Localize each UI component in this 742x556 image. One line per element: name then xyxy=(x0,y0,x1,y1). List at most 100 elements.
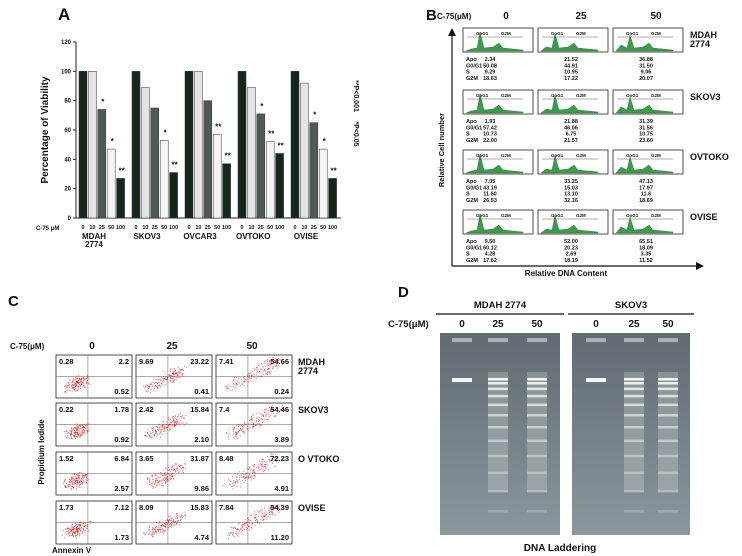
quadrant-value: 2.10 xyxy=(194,435,209,444)
dot-cloud xyxy=(225,404,285,440)
significance-mark: * xyxy=(260,102,264,111)
stat-label: G0/G1 xyxy=(466,245,482,251)
peak-label: GoG1 xyxy=(551,93,564,98)
stat-value: 11.52 xyxy=(639,258,652,264)
dot-cloud xyxy=(142,511,186,539)
stat-label: G2M xyxy=(466,198,478,204)
stat-label: S xyxy=(466,192,470,198)
stat-value: 17.62 xyxy=(483,258,497,264)
dna-band xyxy=(488,510,508,513)
dose-value: 50 xyxy=(246,341,258,352)
stat-label: Apo xyxy=(466,179,477,185)
x-tick-label: 0 xyxy=(81,225,84,231)
y-tick-label: 120 xyxy=(61,40,72,46)
x-tick-label: 50 xyxy=(161,225,167,231)
x-axis-label: C-75 μM xyxy=(36,226,59,232)
dose-value: 50 xyxy=(650,11,662,22)
stat-value: 10.73 xyxy=(483,132,497,138)
dna-band xyxy=(527,510,547,513)
peak-label: G2M xyxy=(576,93,586,98)
panel-label: D xyxy=(398,284,409,301)
x-tick-label: 10 xyxy=(89,225,95,231)
significance-legend: **P<0.001 xyxy=(352,80,359,112)
panel-label: C xyxy=(8,293,19,310)
significance-mark: ** xyxy=(224,152,231,161)
dose-value: 0 xyxy=(89,341,95,352)
dna-band xyxy=(624,378,644,381)
stat-value: 18.63 xyxy=(483,76,497,82)
bar xyxy=(256,113,266,219)
cell-line-label: MDAH 2774 xyxy=(690,30,717,50)
x-tick-label: 100 xyxy=(275,225,284,231)
bar xyxy=(78,71,88,219)
stat-value: 31.50 xyxy=(639,63,653,69)
quadrant-value: 9.86 xyxy=(194,484,209,493)
stat-value: 22.00 xyxy=(483,138,497,144)
dna-smear xyxy=(527,372,547,492)
bar xyxy=(150,107,160,219)
dose-label: C-75(μM) xyxy=(437,12,472,21)
category-label: SKOV3 xyxy=(133,232,161,241)
quadrant-value: 54.66 xyxy=(270,357,289,366)
category-label: OVISE xyxy=(293,232,319,241)
stat-value: 11.60 xyxy=(483,192,496,198)
stat-value: 50.08 xyxy=(483,63,497,69)
stat-label: Apo xyxy=(466,239,477,245)
quadrant-value: 0.52 xyxy=(114,387,129,396)
x-tick-label: 10 xyxy=(195,225,201,231)
peak-label: GoG1 xyxy=(626,153,639,158)
stat-value: 33.25 xyxy=(564,179,578,185)
x-tick-label: 50 xyxy=(320,225,326,231)
quadrant-value: 72.23 xyxy=(270,454,289,463)
stat-label: S xyxy=(466,70,470,76)
dna-band xyxy=(624,510,644,513)
histogram xyxy=(465,153,524,174)
y-tick-label: 0 xyxy=(68,216,72,222)
dot-cloud xyxy=(146,462,187,489)
x-tick-label: 0 xyxy=(187,225,190,231)
dna-band xyxy=(658,490,678,493)
stat-value: 21.52 xyxy=(564,57,578,63)
stat-value: 21.88 xyxy=(564,119,578,125)
peak-label: GoG1 xyxy=(551,31,564,36)
peak-label: G2M xyxy=(501,213,511,218)
lane-dose: 25 xyxy=(492,319,504,330)
dna-band xyxy=(488,403,508,407)
quadrant-value: 15.84 xyxy=(190,405,210,414)
quadrant-value: 54.46 xyxy=(270,405,289,414)
dna-band xyxy=(658,378,678,381)
peak-label: GoG1 xyxy=(626,31,639,36)
x-axis-label: Annexin V xyxy=(52,546,92,555)
dna-band xyxy=(624,387,644,391)
dose-value: 25 xyxy=(166,341,178,352)
dna-band xyxy=(624,382,644,385)
quadrant-value: 31.87 xyxy=(190,454,209,463)
stat-value: 17.22 xyxy=(564,76,578,82)
well xyxy=(586,338,606,342)
significance-legend: *P<0.05 xyxy=(352,121,359,146)
gel xyxy=(440,333,560,535)
dna-band xyxy=(527,387,547,391)
dna-band xyxy=(586,378,606,382)
dna-band xyxy=(488,454,508,458)
dna-band xyxy=(527,403,547,407)
category-label: MDAH 2774 xyxy=(82,232,106,250)
bar xyxy=(222,163,231,219)
dna-band xyxy=(527,378,547,381)
significance-mark: * xyxy=(164,128,168,137)
dose-value: 25 xyxy=(575,11,587,22)
dna-band xyxy=(658,454,678,458)
bar xyxy=(212,134,222,219)
dna-band xyxy=(527,382,547,385)
x-tick-label: 25 xyxy=(205,225,211,231)
bar xyxy=(159,140,169,219)
significance-mark: ** xyxy=(277,141,284,150)
bar xyxy=(194,71,203,219)
y-tick-label: 100 xyxy=(61,69,72,75)
bar xyxy=(247,87,256,219)
dna-band xyxy=(624,403,644,407)
peak-label: G2M xyxy=(651,213,661,218)
stat-value: 10.75 xyxy=(639,132,653,138)
significance-mark: ** xyxy=(215,122,222,131)
dot-cloud xyxy=(227,504,282,539)
